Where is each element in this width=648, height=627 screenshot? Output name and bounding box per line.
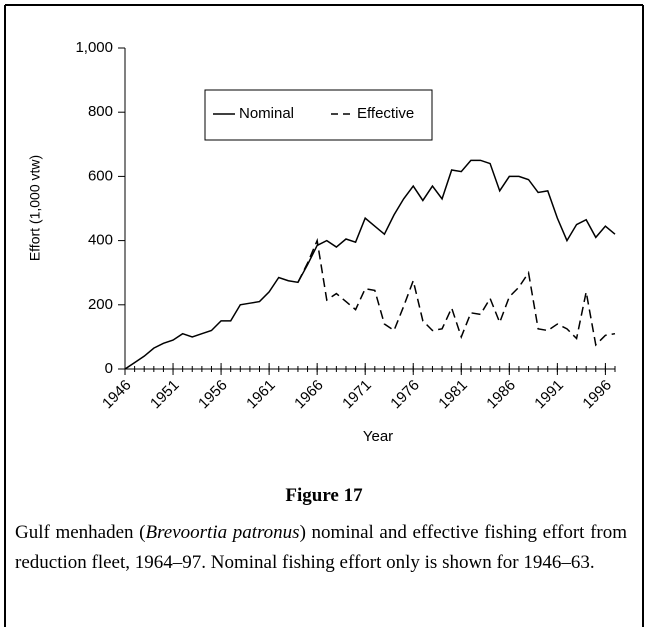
- series-line: [297, 237, 616, 347]
- y-tick-label: 800: [88, 103, 113, 120]
- y-tick-label: 200: [88, 296, 113, 313]
- caption-text: Gulf menhaden (: [15, 522, 146, 543]
- y-tick-label: 0: [105, 360, 113, 377]
- y-tick-label: 1,000: [75, 39, 113, 56]
- legend-label: Effective: [357, 105, 414, 122]
- x-tick-label: 1991: [531, 377, 567, 413]
- x-tick-label: 1981: [435, 377, 471, 413]
- series-line: [124, 159, 616, 370]
- x-tick-label: 1956: [195, 377, 231, 413]
- x-tick-label: 1946: [99, 377, 135, 413]
- figure-label: Figure 17: [285, 485, 363, 506]
- legend-label: Nominal: [239, 105, 294, 122]
- x-tick-label: 1971: [339, 377, 375, 413]
- legend: [204, 89, 433, 141]
- y-axis-label: Effort (1,000 vtw): [27, 155, 43, 261]
- x-tick-label: 1986: [483, 377, 519, 413]
- x-tick-label: 1976: [387, 377, 423, 413]
- y-tick-label: 600: [88, 167, 113, 184]
- caption: Gulf menhaden (Brevoortia patronus) nomi…: [15, 518, 627, 578]
- caption-species: Brevoortia patronus: [145, 522, 300, 543]
- x-tick-label: 1961: [243, 377, 279, 413]
- x-tick-label: 1966: [291, 377, 327, 413]
- caption-text: ) nominal and effective fishing effort f…: [15, 522, 628, 573]
- y-tick-label: 400: [88, 232, 113, 249]
- x-tick-label: 1951: [147, 377, 183, 413]
- x-axis-label: Year: [363, 428, 393, 445]
- x-tick-label: 1996: [579, 377, 615, 413]
